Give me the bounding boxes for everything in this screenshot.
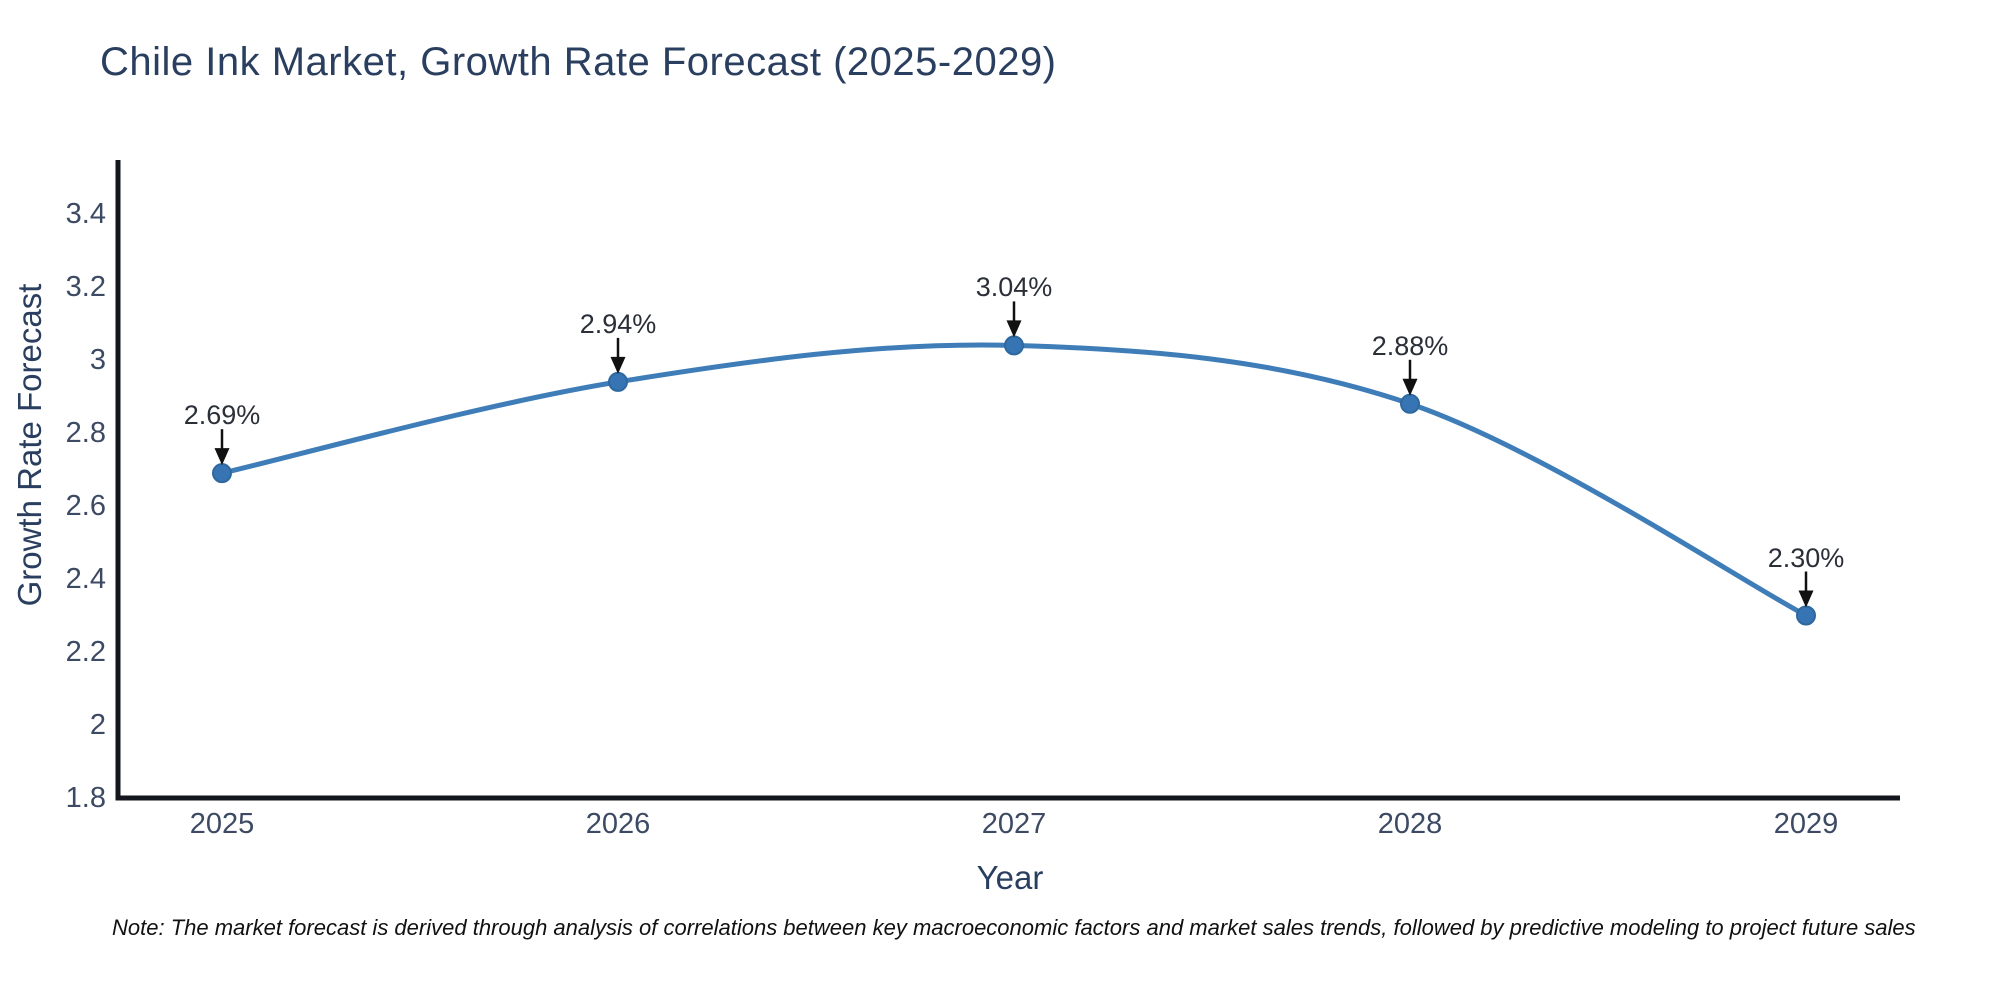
point-annotation: 3.04% bbox=[975, 272, 1053, 303]
forecast-line bbox=[219, 342, 1809, 618]
data-point-marker bbox=[608, 371, 628, 392]
y-tick-label: 2.2 bbox=[65, 636, 106, 668]
y-tick-label: 2 bbox=[89, 709, 106, 741]
annotation-arrowhead bbox=[214, 448, 230, 466]
y-tick-label: 2.6 bbox=[65, 490, 106, 522]
data-point-marker bbox=[212, 463, 232, 484]
x-tick-label: 2029 bbox=[1773, 808, 1839, 840]
annotation-arrowhead bbox=[1006, 320, 1022, 338]
x-tick-label: 2028 bbox=[1377, 808, 1443, 840]
x-tick-label: 2026 bbox=[585, 808, 651, 840]
point-annotation: 2.30% bbox=[1767, 542, 1845, 573]
data-point-marker bbox=[1796, 605, 1816, 626]
data-point-marker bbox=[1400, 393, 1420, 414]
point-annotation: 2.69% bbox=[183, 400, 261, 431]
annotation-arrowhead bbox=[1402, 378, 1418, 396]
y-tick-label: 3.2 bbox=[65, 271, 106, 303]
y-tick-label: 3.4 bbox=[65, 198, 106, 230]
point-annotation: 2.88% bbox=[1371, 330, 1449, 361]
y-tick-label: 1.8 bbox=[65, 782, 106, 814]
annotation-arrowhead bbox=[1798, 590, 1814, 608]
y-tick-label: 3 bbox=[89, 344, 106, 376]
y-tick-label: 2.4 bbox=[65, 563, 106, 595]
chart-note: Note: The market forecast is derived thr… bbox=[112, 915, 1916, 940]
x-axis-title: Year bbox=[976, 859, 1044, 896]
x-tick-label: 2027 bbox=[981, 808, 1047, 840]
chart-title: Chile Ink Market, Growth Rate Forecast (… bbox=[100, 40, 1057, 84]
y-tick-label: 2.8 bbox=[65, 417, 106, 449]
data-point-marker bbox=[1004, 335, 1024, 356]
x-tick-label: 2025 bbox=[189, 808, 255, 840]
annotation-arrowhead bbox=[610, 356, 626, 374]
point-annotation: 2.94% bbox=[579, 308, 657, 339]
annotation-arrows bbox=[214, 301, 1814, 608]
